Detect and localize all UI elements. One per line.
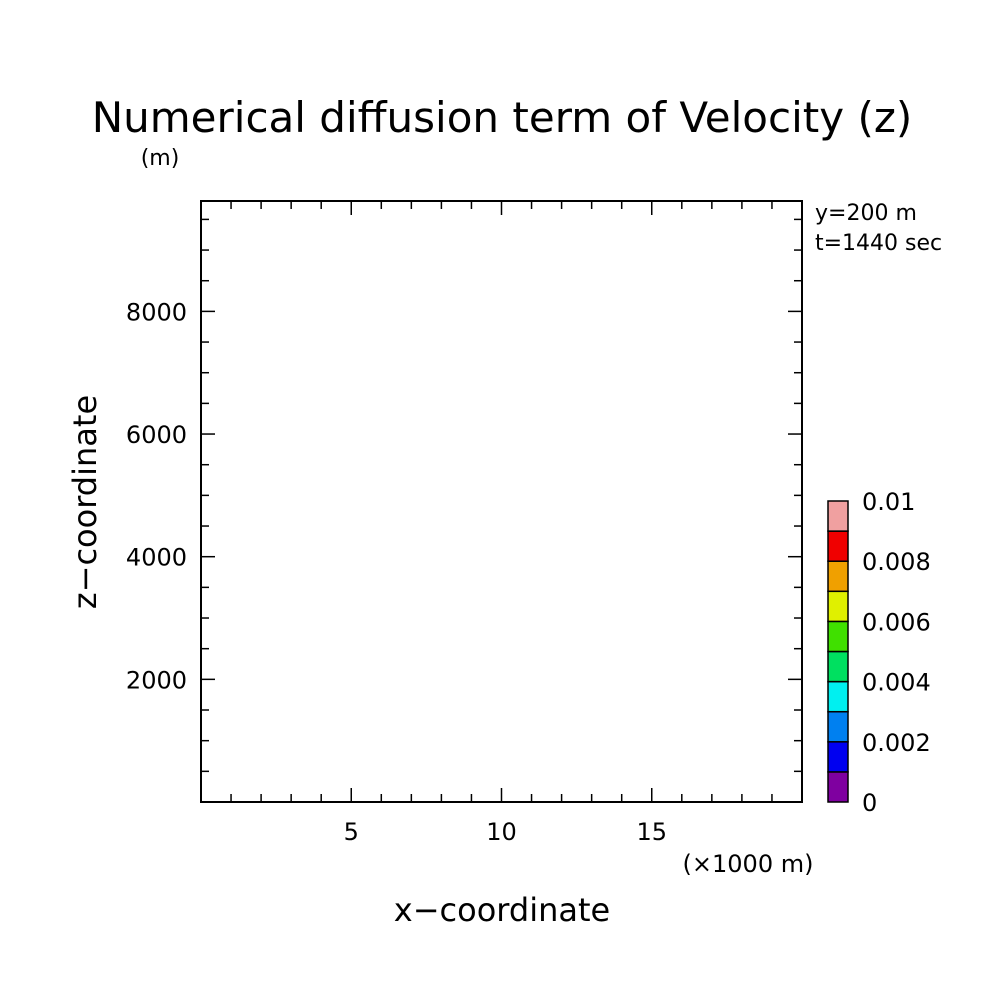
colorbar-swatch	[827, 710, 849, 743]
colorbar-swatch	[827, 500, 849, 532]
colorbar-labels: 0 0.002 0.004 0.006 0.008 0.01	[862, 488, 931, 817]
x-tick-label: 5	[344, 818, 359, 846]
colorbar-swatch	[827, 560, 849, 593]
x-axis-label: x−coordinate	[394, 891, 610, 929]
colorbar-swatch	[827, 741, 849, 773]
colorbar-label: 0.004	[862, 669, 931, 697]
colorbar-swatch	[827, 530, 849, 562]
annotation-t: t=1440 sec	[815, 231, 942, 256]
chart-title: Numerical diffusion term of Velocity (z)	[92, 93, 913, 142]
colorbar-label: 0.008	[862, 548, 931, 576]
y-tick-label: 4000	[126, 544, 187, 572]
colorbar-swatch	[827, 590, 849, 623]
annotation-y: y=200 m	[815, 201, 917, 226]
plot-area	[200, 200, 803, 803]
colorbar-swatch	[827, 771, 849, 803]
colorbar-swatch	[827, 650, 849, 683]
colorbar-swatch	[827, 680, 849, 713]
colorbar-label: 0	[862, 789, 877, 817]
y-tick-label: 8000	[126, 298, 187, 326]
colorbar-swatch	[827, 620, 849, 653]
x-tick-labels: 5 10 15	[344, 818, 667, 846]
y-tick-label: 6000	[126, 421, 187, 449]
x-tick-label: 15	[636, 818, 667, 846]
y-tick-labels: 2000 4000 6000 8000	[126, 298, 187, 694]
colorbar-label: 0.006	[862, 608, 931, 636]
colorbar	[827, 500, 849, 803]
axis-ticks	[201, 201, 802, 802]
y-axis-unit: (m)	[141, 146, 180, 171]
x-axis-unit: (×1000 m)	[683, 850, 814, 878]
y-axis-label: z−coordinate	[66, 395, 104, 609]
y-tick-label: 2000	[126, 666, 187, 694]
colorbar-label: 0.01	[862, 488, 915, 516]
x-tick-label: 10	[486, 818, 517, 846]
colorbar-label: 0.002	[862, 729, 931, 757]
